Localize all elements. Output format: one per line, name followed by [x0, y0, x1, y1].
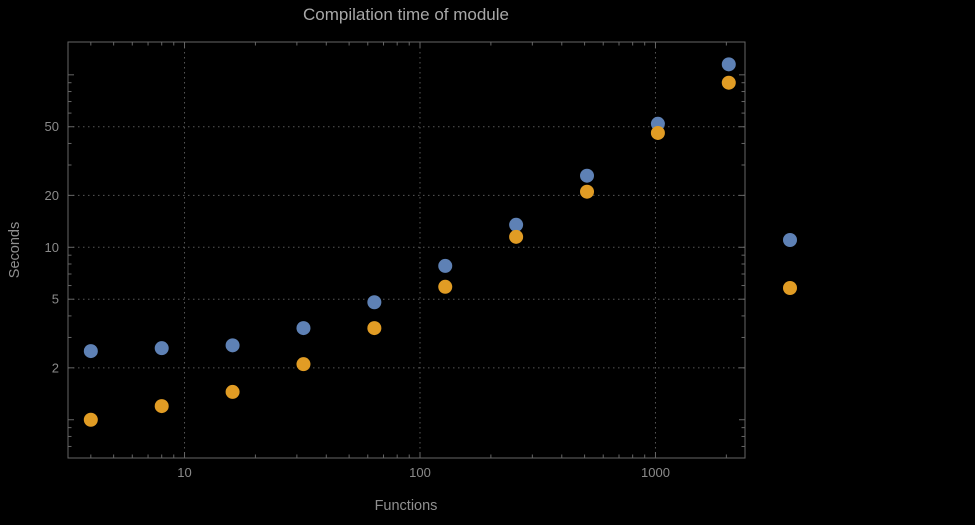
y-tick-label: 50 [45, 119, 59, 134]
y-tick-label: 20 [45, 188, 59, 203]
y-tick-label: 5 [52, 292, 59, 307]
y-tick-label: 10 [45, 240, 59, 255]
data-point-series-1-blue [721, 57, 736, 72]
data-point-series-2-orange [225, 384, 240, 399]
chart-title: Compilation time of module [303, 5, 509, 24]
data-point-series-2-orange [83, 412, 98, 427]
data-point-series-2-orange [438, 279, 453, 294]
data-point-series-1-blue [83, 344, 98, 359]
data-point-series-1-blue [367, 295, 382, 310]
data-point-series-2-orange [296, 357, 311, 372]
data-point-series-1-blue [296, 321, 311, 336]
data-point-series-2-orange [721, 75, 736, 90]
data-point-series-1-blue [580, 168, 595, 183]
x-tick-label: 10 [177, 465, 191, 480]
x-tick-label: 100 [409, 465, 431, 480]
legend-marker-series-1-blue [783, 233, 797, 247]
data-point-series-1-blue [509, 217, 524, 232]
legend-marker-series-2-orange [783, 281, 797, 295]
data-point-series-2-orange [650, 125, 665, 140]
data-point-series-1-blue [154, 341, 169, 356]
data-point-series-2-orange [154, 399, 169, 414]
x-axis-label: Functions [374, 498, 438, 514]
y-tick-label: 2 [52, 360, 59, 375]
data-point-series-2-orange [509, 229, 524, 244]
plot-frame [67, 41, 746, 459]
data-point-series-2-orange [367, 321, 382, 336]
data-point-series-1-blue [438, 258, 453, 273]
x-tick-label: 1000 [641, 465, 670, 480]
data-point-series-1-blue [225, 338, 240, 353]
data-point-series-2-orange [580, 184, 595, 199]
